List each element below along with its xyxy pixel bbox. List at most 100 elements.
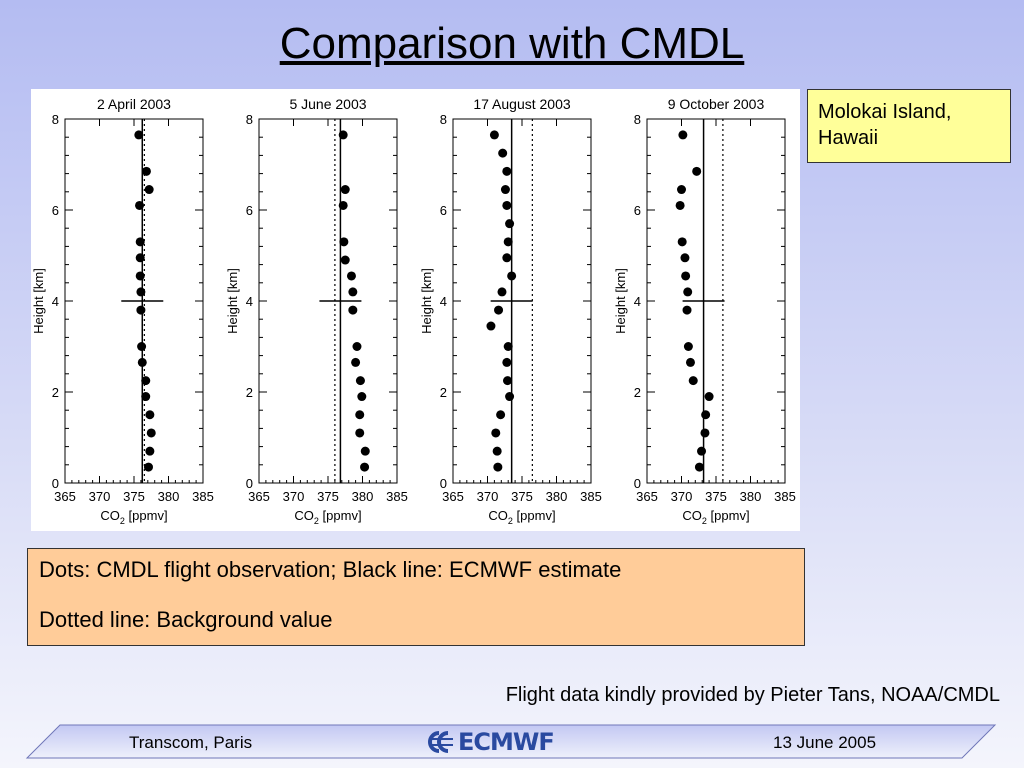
x-tick-label: 380 <box>740 489 762 504</box>
x-tick-label: 380 <box>352 489 374 504</box>
y-axis-label: Height [km] <box>419 268 434 334</box>
ecmwf-logo-icon <box>428 731 453 753</box>
y-tick-label: 0 <box>634 476 641 491</box>
x-tick-label: 385 <box>192 489 214 504</box>
observation-point <box>137 357 147 367</box>
observation-point <box>502 166 512 176</box>
observation-point <box>502 253 512 263</box>
observation-point <box>688 376 698 386</box>
observation-point <box>136 305 146 315</box>
x-tick-label: 380 <box>546 489 568 504</box>
observation-point <box>502 357 512 367</box>
y-tick-label: 0 <box>52 476 59 491</box>
observation-point <box>678 130 688 140</box>
footer-date: 13 June 2005 <box>773 733 877 752</box>
x-tick-label: 365 <box>54 489 76 504</box>
y-tick-label: 4 <box>440 294 447 309</box>
x-axis-label: CO2 [ppmv] <box>682 508 749 526</box>
x-axis-label: CO2 [ppmv] <box>488 508 555 526</box>
y-tick-label: 2 <box>634 385 641 400</box>
y-tick-label: 4 <box>634 294 641 309</box>
observation-point <box>694 462 704 472</box>
x-tick-label: 375 <box>317 489 339 504</box>
observation-point <box>360 446 370 456</box>
observation-point <box>507 271 517 281</box>
observation-point <box>146 428 156 438</box>
chart-title: 2 April 2003 <box>97 96 171 112</box>
x-tick-label: 370 <box>671 489 693 504</box>
y-tick-label: 8 <box>634 112 641 127</box>
observation-point <box>340 185 350 195</box>
observation-point <box>680 253 690 263</box>
observation-point <box>136 287 146 297</box>
observation-point <box>494 305 504 315</box>
observation-point <box>489 130 499 140</box>
observation-point <box>143 462 153 472</box>
location-text: Molokai Island, Hawaii <box>818 101 952 149</box>
x-tick-label: 375 <box>511 489 533 504</box>
observation-point <box>340 255 350 265</box>
observation-point <box>141 376 151 386</box>
y-axis-label: Height [km] <box>225 268 240 334</box>
legend-line-dots: Dots: CMDL flight observation; Black lin… <box>39 557 622 582</box>
x-tick-label: 385 <box>774 489 796 504</box>
observation-point <box>685 357 695 367</box>
observation-point <box>144 185 154 195</box>
x-axis-label: CO2 [ppmv] <box>294 508 361 526</box>
x-tick-label: 385 <box>580 489 602 504</box>
x-tick-label: 365 <box>248 489 270 504</box>
observation-point <box>491 428 501 438</box>
y-tick-label: 4 <box>246 294 253 309</box>
observation-point <box>351 357 361 367</box>
chart-title: 9 October 2003 <box>668 96 765 112</box>
y-tick-label: 8 <box>246 112 253 127</box>
y-tick-label: 6 <box>52 203 59 218</box>
observation-point <box>338 200 348 210</box>
chart-title: 5 June 2003 <box>289 96 366 112</box>
observation-point <box>135 271 145 281</box>
chart-title: 17 August 2003 <box>473 96 571 112</box>
x-tick-label: 385 <box>386 489 408 504</box>
y-tick-label: 2 <box>440 385 447 400</box>
observation-point <box>141 166 151 176</box>
footer-event: Transcom, Paris <box>129 733 253 752</box>
observation-point <box>357 392 367 402</box>
observation-point <box>677 185 686 195</box>
y-axis-label: Height [km] <box>613 268 628 334</box>
observation-point <box>497 287 507 297</box>
observation-point <box>502 200 512 210</box>
observation-point <box>493 462 503 472</box>
observation-point <box>492 446 502 456</box>
slide-title: Comparison with CMDL <box>279 19 745 68</box>
observation-point <box>355 428 365 438</box>
observation-point <box>496 410 506 420</box>
footer-banner-shape <box>25 724 997 759</box>
observation-point <box>505 392 515 402</box>
observation-point <box>339 237 349 247</box>
observation-point <box>338 130 348 140</box>
observation-point <box>677 237 687 247</box>
y-tick-label: 6 <box>634 203 641 218</box>
legend-box: Dots: CMDL flight observation; Black lin… <box>27 548 805 646</box>
chart-figure: 2 April 2003 365 370 375 380 385 0 2 4 6 8 CO2 [ppm… <box>31 96 796 526</box>
x-tick-label: 380 <box>158 489 180 504</box>
observation-point <box>704 392 714 402</box>
location-label: Molokai Island, Hawaii <box>807 89 1011 163</box>
observation-point <box>692 166 702 176</box>
chart-panel: 2 April 2003 365 370 375 380 385 0 2 4 6 8 CO2 [ppm… <box>31 89 800 531</box>
x-tick-label: 370 <box>477 489 499 504</box>
footer-bar: Transcom, Paris ECMWF 13 June 2005 <box>0 722 1024 762</box>
observation-point <box>346 271 356 281</box>
x-axis-label: CO2 [ppmv] <box>100 508 167 526</box>
observation-point <box>681 271 691 281</box>
x-tick-label: 370 <box>283 489 305 504</box>
observation-point <box>701 410 711 420</box>
observation-point <box>505 219 515 229</box>
observation-point <box>697 446 707 456</box>
y-tick-label: 4 <box>52 294 59 309</box>
observation-point <box>352 342 362 351</box>
observation-point <box>141 392 151 402</box>
x-tick-label: 365 <box>442 489 464 504</box>
y-tick-label: 6 <box>246 203 253 218</box>
x-tick-label: 375 <box>123 489 145 504</box>
